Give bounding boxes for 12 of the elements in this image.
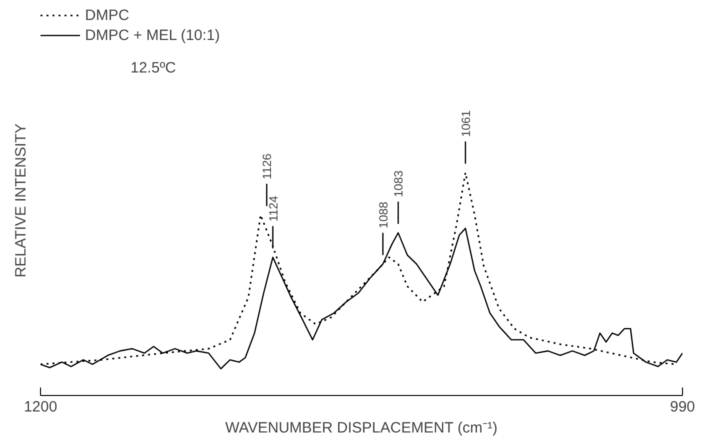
legend-label: DMPC [85, 6, 130, 24]
x-tick-label: 990 [670, 398, 696, 416]
annotation: 1083 [392, 170, 406, 198]
annotation: 1124 [266, 196, 280, 222]
x-axis-title: WAVENUMBER DISPLACEMENT (cm⁻¹) [225, 420, 498, 436]
annotation: 1126 [260, 153, 274, 180]
x-tick-label: 1200 [24, 398, 58, 416]
text: 12.5ºC [130, 60, 176, 76]
legend-label: DMPC + MEL (10:1) [85, 26, 220, 44]
annotation: 1061 [458, 110, 473, 137]
annotation: 1088 [376, 201, 390, 228]
y-axis-title: RELATIVE INTENSITY [12, 124, 30, 278]
